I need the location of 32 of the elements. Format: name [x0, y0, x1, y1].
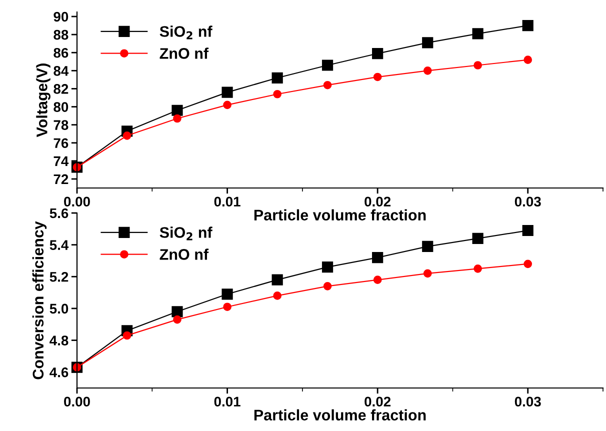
- y-tick-label: 4.8: [50, 336, 68, 346]
- y-tick-label: 76: [54, 138, 68, 148]
- x-tick-label: 0.03: [514, 196, 541, 207]
- y-axis-title: Voltage(V): [36, 64, 50, 138]
- x-tick-label: 0.01: [214, 196, 240, 207]
- y-tick-label: 84: [54, 66, 69, 76]
- y-axis-title: Conversion efficiency: [32, 221, 47, 380]
- y-tick-label: 88: [54, 30, 68, 40]
- x-tick-label: 0.02: [364, 396, 391, 407]
- y-tick-label: 80: [54, 102, 68, 112]
- y-tick-label: 4.6: [50, 367, 68, 378]
- y-tick-label: 5.2: [50, 272, 68, 282]
- x-tick-label: 0.03: [514, 396, 541, 407]
- x-tick-label: 0.02: [364, 196, 391, 207]
- x-axis-title: Particle volume fraction: [254, 209, 426, 220]
- y-tick-label: 82: [54, 84, 68, 94]
- y-tick-label: 86: [54, 48, 68, 58]
- y-tick-label: 72: [54, 174, 68, 184]
- legend-label: ZnO nf: [160, 48, 209, 59]
- legend-label: SiO$_{2}$ nf: [160, 226, 212, 240]
- y-tick-label: 5.4: [50, 240, 69, 250]
- legend-label: SiO$_{2}$ nf: [160, 26, 212, 40]
- y-tick-label: 90: [54, 12, 68, 22]
- y-tick-label: 5.0: [50, 304, 68, 314]
- legend-label: ZnO nf: [160, 248, 209, 260]
- x-tick-label: 0.00: [64, 196, 90, 207]
- y-tick-label: 78: [54, 120, 68, 130]
- y-tick-label: 5.6: [50, 208, 68, 218]
- x-tick-label: 0.01: [214, 396, 240, 407]
- y-tick-label: 74: [54, 156, 69, 166]
- x-axis-title: Particle volume fraction: [254, 409, 426, 420]
- x-tick-label: 0.00: [64, 396, 90, 407]
